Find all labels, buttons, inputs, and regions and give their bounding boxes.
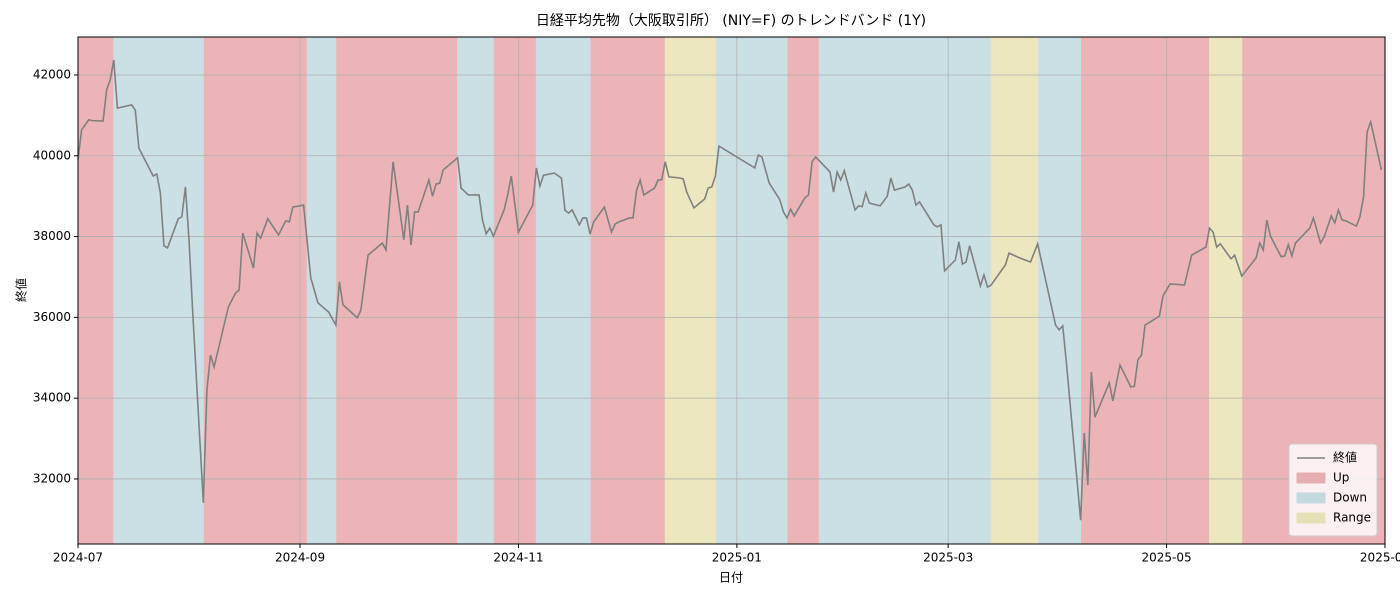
x-tick-label: 2025-03 (923, 551, 973, 565)
trend-band (589, 36, 666, 545)
trend-band (335, 36, 459, 545)
trend-band (202, 36, 308, 545)
y-tick-label: 34000 (33, 391, 71, 405)
legend-label: 終値 (1333, 450, 1357, 465)
trend-band (1080, 36, 1211, 545)
price-line (77, 59, 1383, 521)
y-tick-label: 38000 (33, 229, 71, 243)
y-tick-label: 32000 (33, 471, 71, 485)
trend-band (77, 36, 115, 545)
legend-patch (1296, 472, 1326, 484)
legend-label: Down (1333, 491, 1367, 505)
x-tick-label: 2024-11 (493, 551, 543, 565)
y-axis-label: 終値 (14, 278, 29, 302)
trend-band (1209, 36, 1243, 545)
x-tick-label: 2024-09 (275, 551, 325, 565)
legend-patch (1296, 512, 1326, 524)
legend-label: Up (1333, 471, 1349, 485)
trend-band (113, 36, 204, 545)
trend-band (714, 36, 788, 545)
x-tick-label: 2025-05 (1141, 551, 1191, 565)
chart-title: 日経平均先物（大阪取引所） (NIY=F) のトレンドバンド (1Y) (536, 13, 926, 29)
legend-patch (1296, 492, 1326, 504)
x-tick-label: 2024-07 (53, 551, 103, 565)
trend-band (306, 36, 337, 545)
y-tick-label: 36000 (33, 310, 71, 324)
x-axis-label: 日付 (719, 571, 743, 585)
x-tick-label: 2025-01 (712, 551, 762, 565)
trend-band (1241, 36, 1268, 545)
legend: 終値 Up Down Range (1288, 443, 1378, 537)
trend-band (786, 36, 820, 545)
plot-frame (77, 36, 1386, 545)
x-tick-label: 2025-07 (1360, 551, 1400, 565)
trend-band (990, 36, 1039, 545)
trend-band (535, 36, 591, 545)
trend-band (492, 36, 537, 545)
trend-band (664, 36, 716, 545)
y-tick-label: 40000 (33, 148, 71, 162)
y-tick-label: 42000 (33, 67, 71, 81)
trend-band (818, 36, 992, 545)
trend-band (457, 36, 494, 545)
legend-label: Range (1333, 511, 1371, 525)
trend-band (1037, 36, 1082, 545)
